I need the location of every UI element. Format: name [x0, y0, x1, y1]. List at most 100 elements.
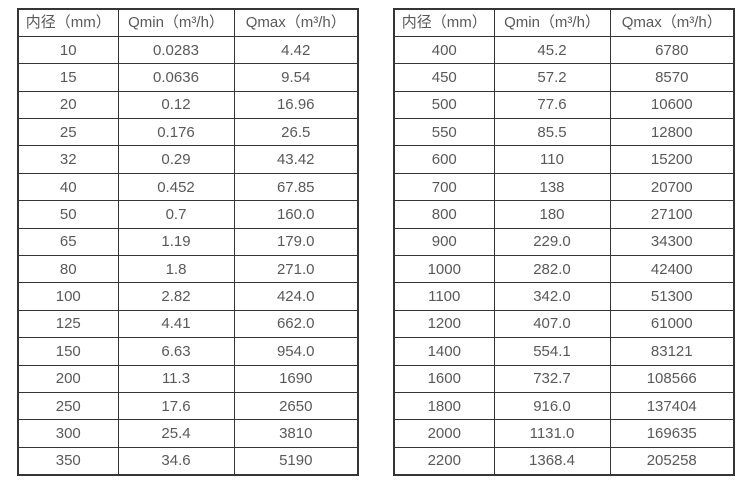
table-cell: 27100	[609, 200, 735, 229]
table-cell: 1368.4	[493, 446, 611, 476]
table-cell: 1100	[393, 282, 495, 311]
table-row: 500 77.6 10600	[393, 90, 735, 120]
table-cell: 0.0636	[117, 63, 235, 92]
table-cell: 550	[393, 118, 495, 147]
table-cell: 600	[393, 145, 495, 174]
table-cell: 15200	[609, 145, 735, 174]
table-cell: 32	[17, 145, 119, 174]
table-row: 1400 554.1 83121	[393, 337, 735, 366]
table-cell: 125	[17, 309, 119, 339]
col-header-qmin: Qmin（m³/h）	[493, 8, 611, 37]
table-cell: 45.2	[493, 35, 611, 65]
table-row: 2000 1131.0 169635	[393, 419, 735, 448]
table-cell: 2650	[233, 391, 359, 421]
table-cell: 400	[393, 35, 495, 65]
col-header-qmax: Qmax（m³/h）	[609, 8, 735, 37]
table-cell: 4.42	[233, 35, 359, 65]
table-cell: 26.5	[233, 118, 359, 147]
table-cell: 4.41	[117, 309, 235, 339]
table-cell: 271.0	[233, 255, 359, 284]
flow-spec-table-left: 内径（mm） Qmin（m³/h） Qmax（m³/h） 10 0.0283 4.4…	[17, 8, 359, 476]
table-cell: 40	[17, 172, 119, 202]
table-cell: 1600	[393, 364, 495, 393]
table-cell: 6.63	[117, 337, 235, 366]
table-row: 1800 916.0 137404	[393, 391, 735, 421]
table-cell: 1400	[393, 337, 495, 366]
table-cell: 342.0	[493, 282, 611, 311]
table-cell: 1690	[233, 364, 359, 393]
table-cell: 1.19	[117, 227, 235, 257]
table-cell: 954.0	[233, 337, 359, 366]
table-cell: 450	[393, 63, 495, 92]
table-cell: 17.6	[117, 391, 235, 421]
table-cell: 61000	[609, 309, 735, 339]
table-cell: 57.2	[493, 63, 611, 92]
table-row: 550 85.5 12800	[393, 118, 735, 147]
table-row: 700 138 20700	[393, 172, 735, 202]
table-cell: 83121	[609, 337, 735, 366]
table-cell: 43.42	[233, 145, 359, 174]
table-row: 300 25.4 3810	[17, 419, 359, 448]
table-cell: 110	[493, 145, 611, 174]
table-cell: 20	[17, 90, 119, 120]
table-cell: 554.1	[493, 337, 611, 366]
table-cell: 2000	[393, 419, 495, 448]
table-cell: 424.0	[233, 282, 359, 311]
table-cell: 100	[17, 282, 119, 311]
table-cell: 8570	[609, 63, 735, 92]
table-cell: 1131.0	[493, 419, 611, 448]
table-cell: 250	[17, 391, 119, 421]
table-cell: 160.0	[233, 200, 359, 229]
col-header-diameter: 内径（mm）	[393, 8, 495, 37]
table-cell: 16.96	[233, 90, 359, 120]
table-row: 400 45.2 6780	[393, 35, 735, 65]
table-cell: 25	[17, 118, 119, 147]
table-row: 32 0.29 43.42	[17, 145, 359, 174]
table-cell: 2200	[393, 446, 495, 476]
table-cell: 85.5	[493, 118, 611, 147]
table-cell: 25.4	[117, 419, 235, 448]
col-header-qmax: Qmax（m³/h）	[233, 8, 359, 37]
table-cell: 1800	[393, 391, 495, 421]
table-row: 50 0.7 160.0	[17, 200, 359, 229]
table-row: 900 229.0 34300	[393, 227, 735, 257]
table-cell: 1200	[393, 309, 495, 339]
table-cell: 0.29	[117, 145, 235, 174]
table-cell: 51300	[609, 282, 735, 311]
table-row: 200 11.3 1690	[17, 364, 359, 393]
table-cell: 12800	[609, 118, 735, 147]
table-row: 100 2.82 424.0	[17, 282, 359, 311]
table-cell: 34.6	[117, 446, 235, 476]
table-cell: 1000	[393, 255, 495, 284]
table-cell: 108566	[609, 364, 735, 393]
table-row: 150 6.63 954.0	[17, 337, 359, 366]
table-cell: 10	[17, 35, 119, 65]
table-header-row: 内径（mm） Qmin（m³/h） Qmax（m³/h）	[393, 8, 735, 37]
table-header-row: 内径（mm） Qmin（m³/h） Qmax（m³/h）	[17, 8, 359, 37]
table-row: 800 180 27100	[393, 200, 735, 229]
table-row: 15 0.0636 9.54	[17, 63, 359, 92]
table-row: 1600 732.7 108566	[393, 364, 735, 393]
table-cell: 300	[17, 419, 119, 448]
table-cell: 5190	[233, 446, 359, 476]
table-cell: 34300	[609, 227, 735, 257]
table-row: 1000 282.0 42400	[393, 255, 735, 284]
table-cell: 6780	[609, 35, 735, 65]
table-cell: 11.3	[117, 364, 235, 393]
table-cell: 67.85	[233, 172, 359, 202]
table-row: 1200 407.0 61000	[393, 309, 735, 339]
table-row: 250 17.6 2650	[17, 391, 359, 421]
table-cell: 42400	[609, 255, 735, 284]
table-cell: 77.6	[493, 90, 611, 120]
table-cell: 0.176	[117, 118, 235, 147]
table-cell: 20700	[609, 172, 735, 202]
table-cell: 500	[393, 90, 495, 120]
table-cell: 205258	[609, 446, 735, 476]
table-cell: 179.0	[233, 227, 359, 257]
table-row: 600 110 15200	[393, 145, 735, 174]
table-cell: 1.8	[117, 255, 235, 284]
table-cell: 662.0	[233, 309, 359, 339]
table-row: 40 0.452 67.85	[17, 172, 359, 202]
